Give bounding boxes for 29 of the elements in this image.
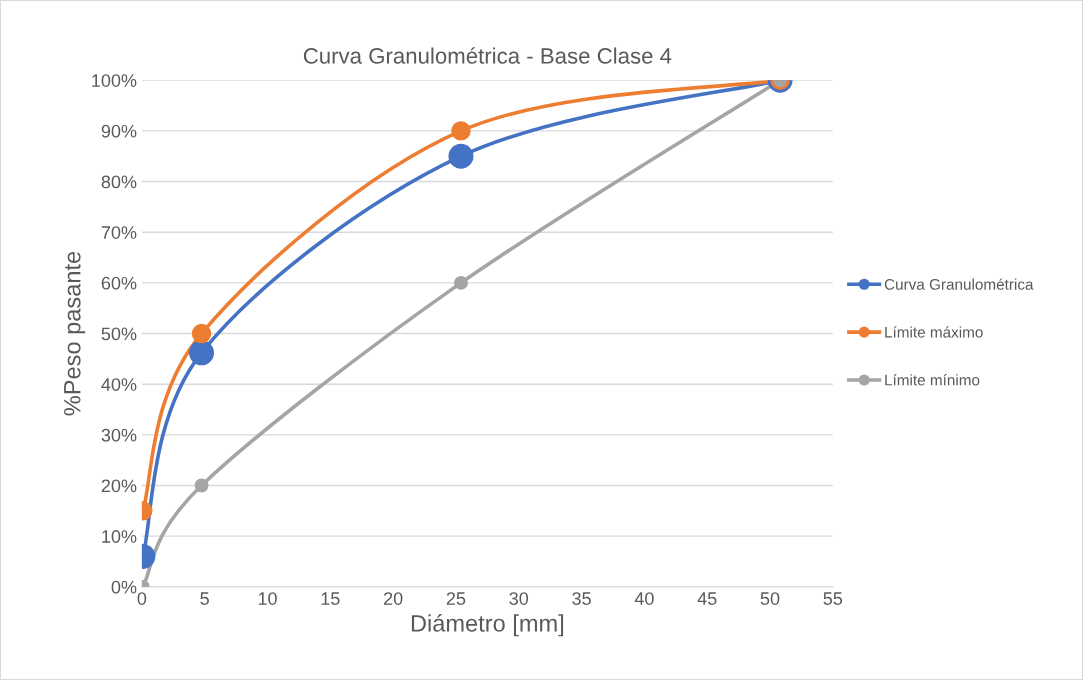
x-axis-title: Diámetro [mm]	[411, 614, 564, 637]
y-tick-label: 40%	[101, 378, 137, 391]
x-tick-label: 10	[258, 592, 277, 605]
x-tick-label: 15	[321, 592, 340, 605]
y-tick-label: 90%	[101, 124, 137, 138]
y-tick-label: 50%	[101, 327, 137, 341]
y-tick-label: 30%	[101, 428, 137, 442]
x-tick-label: 45	[697, 592, 717, 605]
x-tick-label: 25	[446, 592, 466, 605]
x-tick-label: 5	[200, 592, 209, 605]
y-tick-label: 10%	[102, 530, 137, 543]
y-tick-label: 20%	[101, 479, 137, 493]
x-tick-label: 50	[760, 592, 780, 605]
legend-label: Límite mínimo	[885, 374, 980, 386]
chart-title: Curva Granulométrica - Base Clase 4	[303, 47, 672, 64]
y-tick-label: 70%	[101, 226, 137, 239]
legend-label: Curva Granulométrica	[884, 278, 1034, 290]
y-tick-label: 80%	[101, 175, 137, 189]
y-tick-label: 100%	[92, 74, 137, 87]
y-tick-label: 60%	[101, 276, 137, 290]
x-tick-label: 20	[384, 592, 403, 605]
y-axis-title: %Peso pasante	[64, 251, 86, 416]
x-tick-label: 30	[509, 592, 529, 605]
y-tick-label: 0%	[111, 580, 137, 594]
x-tick-label: 55	[823, 592, 843, 605]
legend-label: Límite máximo	[885, 326, 983, 338]
x-tick-label: 35	[572, 592, 591, 605]
x-tick-label: 40	[634, 592, 654, 605]
x-tick-label: 0	[137, 592, 147, 605]
